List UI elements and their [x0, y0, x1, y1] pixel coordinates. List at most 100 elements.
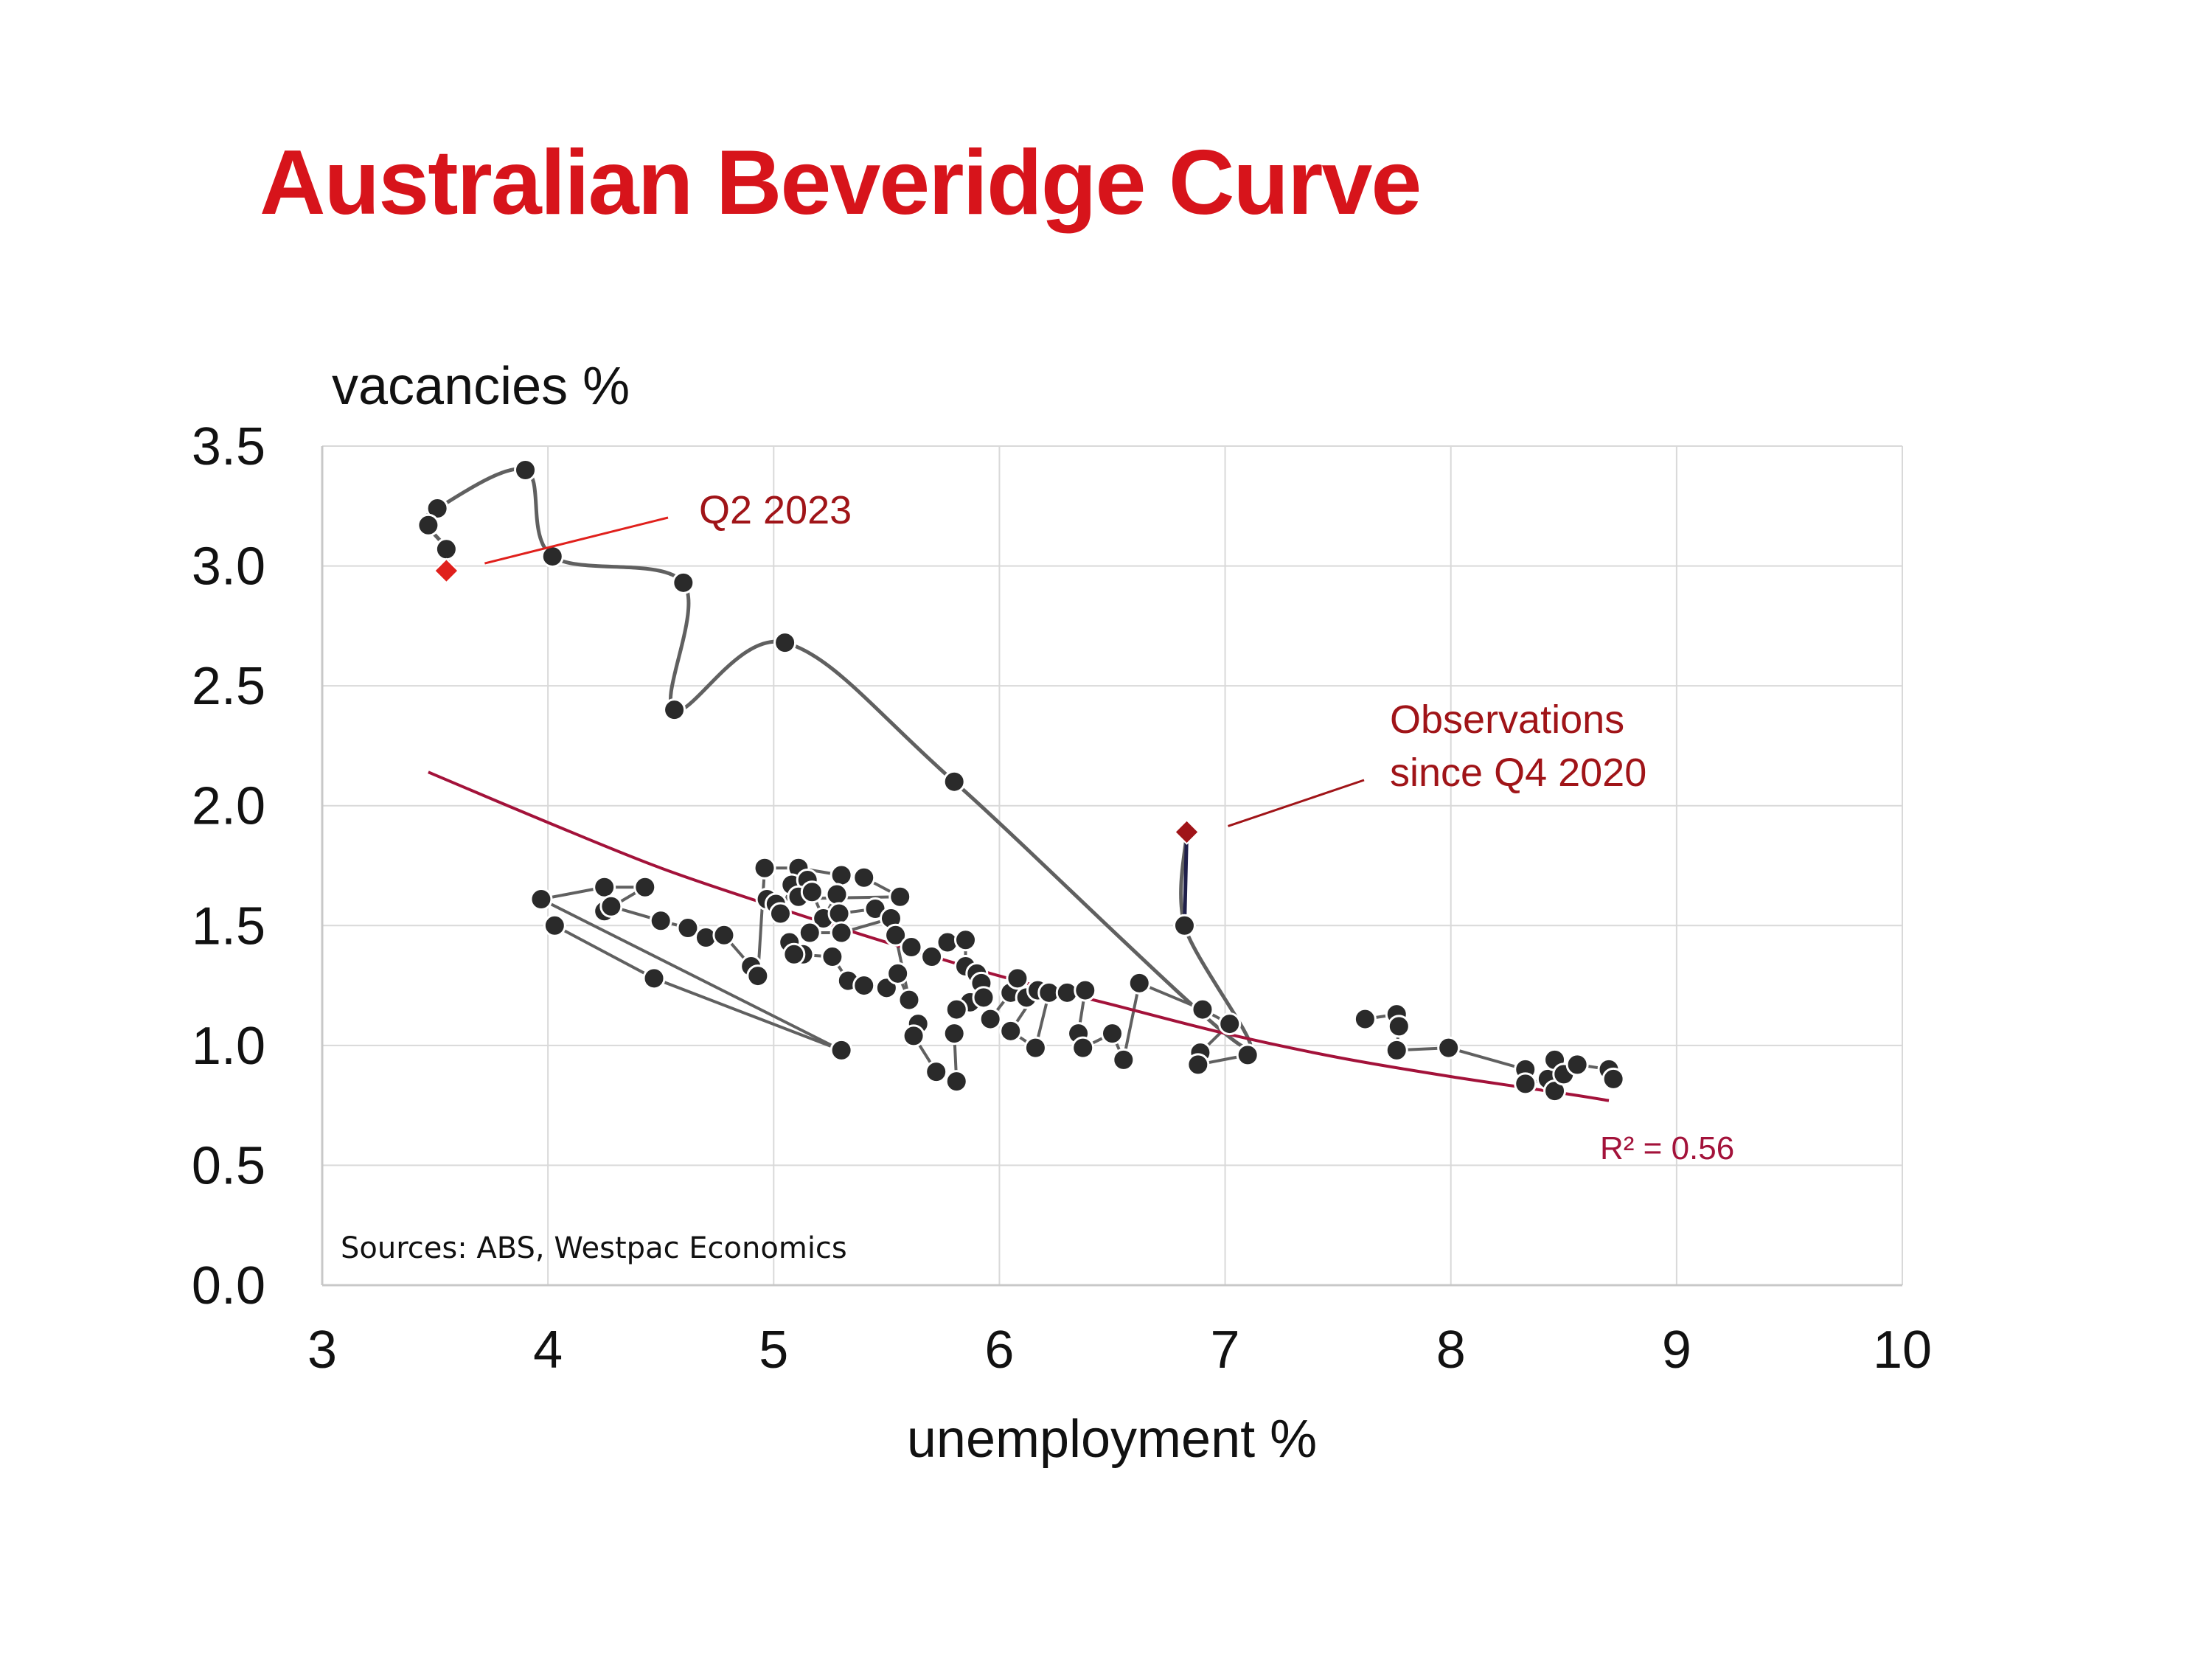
data-point	[1236, 1043, 1259, 1067]
data-point	[1437, 1036, 1461, 1060]
y-tick-label: 1.5	[192, 897, 265, 956]
x-axis-label: unemployment %	[907, 1410, 1317, 1469]
data-point	[830, 863, 853, 887]
data-point	[599, 894, 623, 918]
history-path-segment	[653, 976, 842, 1052]
data-point	[830, 921, 853, 945]
data-point	[1353, 1007, 1377, 1031]
x-tick-label: 6	[984, 1321, 1014, 1380]
y-tick-label: 2.5	[192, 657, 265, 716]
data-point	[712, 923, 736, 947]
q4-2020-leader-line	[1228, 779, 1365, 827]
data-point	[529, 888, 553, 911]
data-point	[827, 902, 851, 925]
data-point	[972, 986, 995, 1009]
data-point	[434, 538, 458, 561]
data-point	[942, 770, 966, 793]
x-tick-label: 10	[1873, 1321, 1932, 1380]
x-tick-label: 4	[533, 1321, 563, 1380]
data-point	[649, 909, 672, 933]
q2-2023-leader-line	[484, 516, 669, 565]
data-point	[782, 942, 806, 966]
data-point	[1514, 1072, 1537, 1096]
data-point	[999, 1019, 1023, 1043]
y-tick-label: 3.5	[192, 417, 265, 476]
q2-2023-label: Q2 2023	[699, 488, 852, 532]
data-point	[821, 945, 844, 969]
data-point	[945, 1070, 968, 1093]
r-squared-label: R² = 0.56	[1600, 1130, 1734, 1166]
data-point	[886, 961, 910, 985]
latest-path-segment	[1182, 832, 1189, 926]
x-tick-label: 7	[1211, 1321, 1240, 1380]
data-point	[1218, 1012, 1242, 1036]
observations-label-line-2: since Q4 2020	[1390, 751, 1646, 795]
data-point	[954, 928, 978, 952]
data-point	[1186, 1053, 1210, 1077]
data-point	[1112, 1048, 1135, 1071]
y-tick-label: 2.0	[192, 777, 265, 836]
data-point	[1074, 978, 1097, 1002]
history-path-segment	[554, 924, 655, 980]
trendline	[428, 771, 1610, 1102]
data-point	[753, 856, 776, 880]
data-point	[897, 988, 921, 1012]
data-point	[417, 513, 440, 537]
data-point	[888, 885, 912, 908]
data-point	[830, 1038, 853, 1062]
y-tick-label: 1.0	[192, 1017, 265, 1076]
y-axis-label: vacancies %	[332, 357, 630, 416]
data-point	[945, 998, 968, 1021]
axis-ticks: 3 4 5 6 7 8 9 10 0.0 0.5 1.0 1.5 2.0 2.5 3.0 3.5	[192, 417, 1932, 1380]
data-point	[800, 880, 824, 904]
data-point	[1101, 1022, 1124, 1046]
trendline-curve	[428, 771, 1610, 1102]
history-path-segment	[1448, 1046, 1526, 1071]
x-tick-label: 8	[1436, 1321, 1466, 1380]
data-point	[1387, 1015, 1411, 1038]
data-point	[852, 866, 876, 889]
y-tick-label: 0.5	[192, 1136, 265, 1195]
data-point	[773, 631, 797, 655]
data-point	[852, 974, 876, 998]
data-point	[1565, 1053, 1589, 1077]
data-point	[798, 921, 821, 945]
data-point	[978, 1007, 1002, 1031]
data-point	[633, 875, 657, 899]
x-tick-label: 3	[307, 1321, 337, 1380]
history-path-segment	[540, 897, 843, 1052]
chart-title: Australian Beveridge Curve	[260, 132, 1420, 234]
x-tick-label: 5	[759, 1321, 788, 1380]
data-point	[1191, 998, 1214, 1021]
data-point	[1385, 1038, 1408, 1062]
data-point	[1071, 1036, 1095, 1060]
data-point	[768, 902, 792, 925]
data-point	[925, 1060, 948, 1084]
data-point	[1172, 914, 1196, 937]
observations-label-line-1: Observations	[1390, 698, 1624, 742]
data-point	[543, 914, 566, 937]
x-tick-label: 9	[1662, 1321, 1691, 1380]
data-points	[417, 459, 1625, 1103]
q2-2023-marker	[433, 557, 459, 584]
data-point	[663, 698, 686, 722]
data-point	[642, 967, 666, 990]
data-point	[1006, 967, 1029, 990]
data-point	[942, 1022, 966, 1046]
history-path-segment	[1121, 982, 1141, 1060]
data-point	[1601, 1067, 1625, 1091]
data-point	[1127, 971, 1151, 995]
data-point	[676, 917, 700, 940]
data-point	[825, 883, 849, 906]
annotations: Q2 2023 Observations since Q4 2020	[433, 488, 1646, 845]
source-note: Sources: ABS, Westpac Economics	[341, 1231, 847, 1265]
data-point	[884, 923, 908, 947]
data-point	[672, 571, 695, 594]
y-tick-label: 3.0	[192, 538, 265, 597]
data-point	[902, 1024, 925, 1048]
data-point	[1023, 1036, 1047, 1060]
data-point	[920, 945, 944, 969]
history-path-segment	[756, 868, 767, 976]
data-point	[593, 875, 616, 899]
